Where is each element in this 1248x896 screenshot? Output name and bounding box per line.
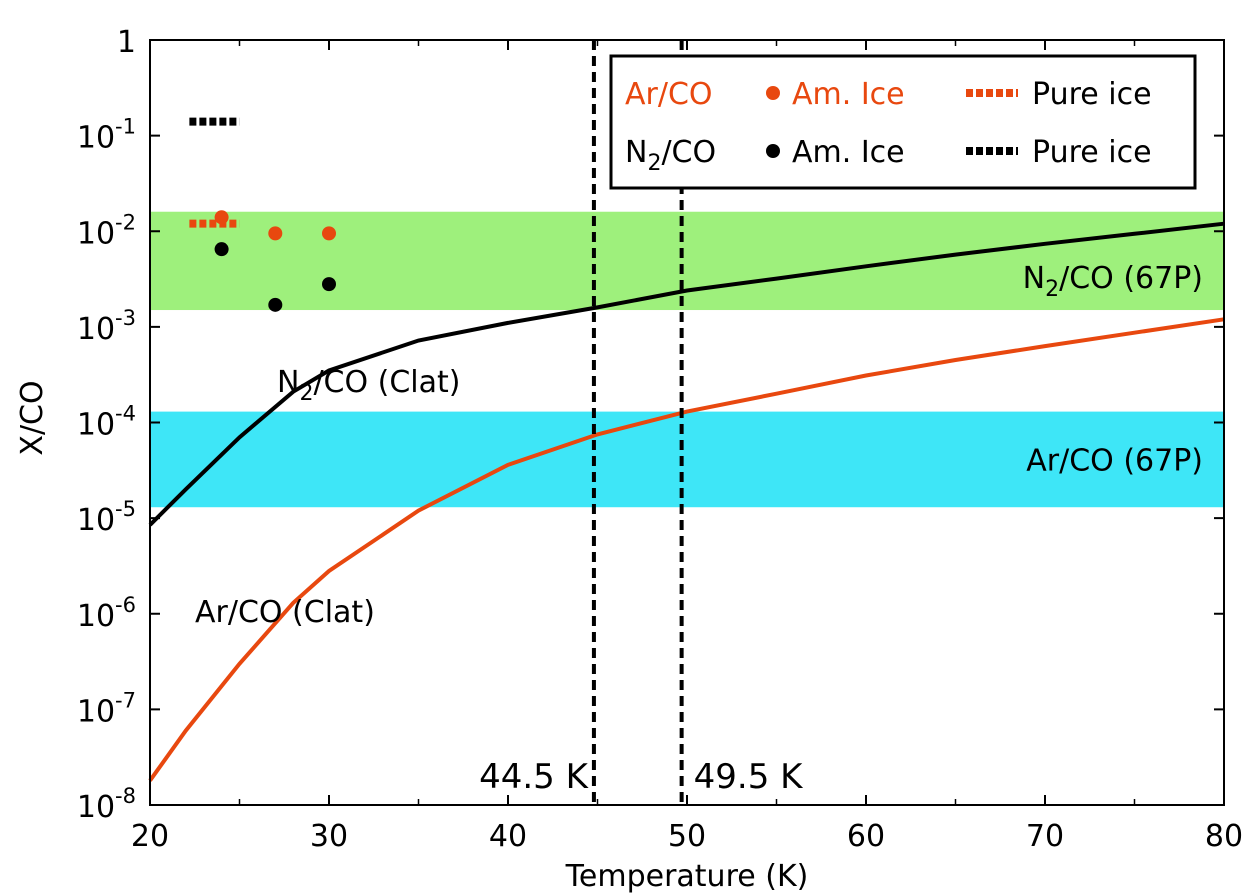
y-tick-label-2: 10-6 [77, 593, 136, 634]
series-line-1 [148, 221, 1225, 527]
y-tick-label-4: 10-4 [77, 402, 136, 443]
band-label-n2: N2/CO (67P) [1023, 261, 1203, 302]
band-1 [150, 411, 1224, 508]
curve-label-ar: Ar/CO (Clat) [195, 595, 375, 630]
bands-layer [150, 211, 1224, 508]
axes-layer: 20 30 40 50 60 70 80 10-8 10-7 10-6 10-5 10-4 10-3 10… [77, 25, 1243, 854]
x-tick-label-1: 30 [310, 819, 348, 854]
x-tick-label-6: 80 [1205, 819, 1243, 854]
legend-pure-label-0: Pure ice [1032, 77, 1152, 112]
y-axis-title: X/CO [15, 380, 50, 455]
legend-am-marker-0 [766, 86, 780, 100]
legend-am-label-0: Am. Ice [792, 77, 905, 112]
legend-series-label-0: Ar/CO [625, 77, 713, 112]
legend-series-label-1: N2/CO [625, 135, 716, 176]
legend-box [609, 54, 1197, 190]
vertical-line-label-1: 49.5 K [694, 757, 805, 797]
y-tick-label-0: 10-8 [77, 784, 136, 825]
x-tick-label-2: 40 [489, 819, 527, 854]
labels-layer: N2/CO (67P) Ar/CO (67P) 44.5 K 49.5 K N2/CO … [195, 261, 1203, 797]
series-line-0 [148, 317, 1225, 782]
x-tick-label-4: 60 [847, 819, 885, 854]
legend-am-marker-1 [766, 144, 780, 158]
am-ice-point-0-1 [268, 226, 283, 241]
band-label-ar: Ar/CO (67P) [1026, 443, 1203, 478]
y-tick-label-3: 10-5 [77, 497, 136, 538]
y-tick-label-7: 10-1 [77, 115, 136, 156]
series-layer [148, 221, 1225, 782]
y-tick-label-8: 1 [117, 25, 136, 60]
markers-layer [189, 117, 336, 312]
legend-am-label-1: Am. Ice [792, 135, 905, 170]
am-ice-point-1-2 [322, 277, 336, 292]
x-tick-label-3: 50 [668, 819, 706, 854]
am-ice-point-0-2 [322, 226, 336, 241]
curve-label-n2: N2/CO (Clat) [277, 365, 461, 406]
y-tick-label-6: 10-2 [77, 210, 136, 251]
x-tick-label-5: 70 [1026, 819, 1064, 854]
legend-pure-label-1: Pure ice [1032, 135, 1152, 170]
y-tick-label-5: 10-3 [77, 306, 136, 347]
y-tick-label-1: 10-7 [77, 688, 136, 729]
x-axis-title: Temperature (K) [565, 859, 809, 894]
legend: Ar/CO Am. Ice Pure ice N2/CO Am. Ice Pure ice [609, 54, 1197, 190]
am-ice-point-1-1 [268, 297, 283, 312]
am-ice-point-1-0 [214, 242, 229, 257]
x-tick-label-0: 20 [131, 819, 169, 854]
vertical-line-label-0: 44.5 K [479, 757, 590, 797]
